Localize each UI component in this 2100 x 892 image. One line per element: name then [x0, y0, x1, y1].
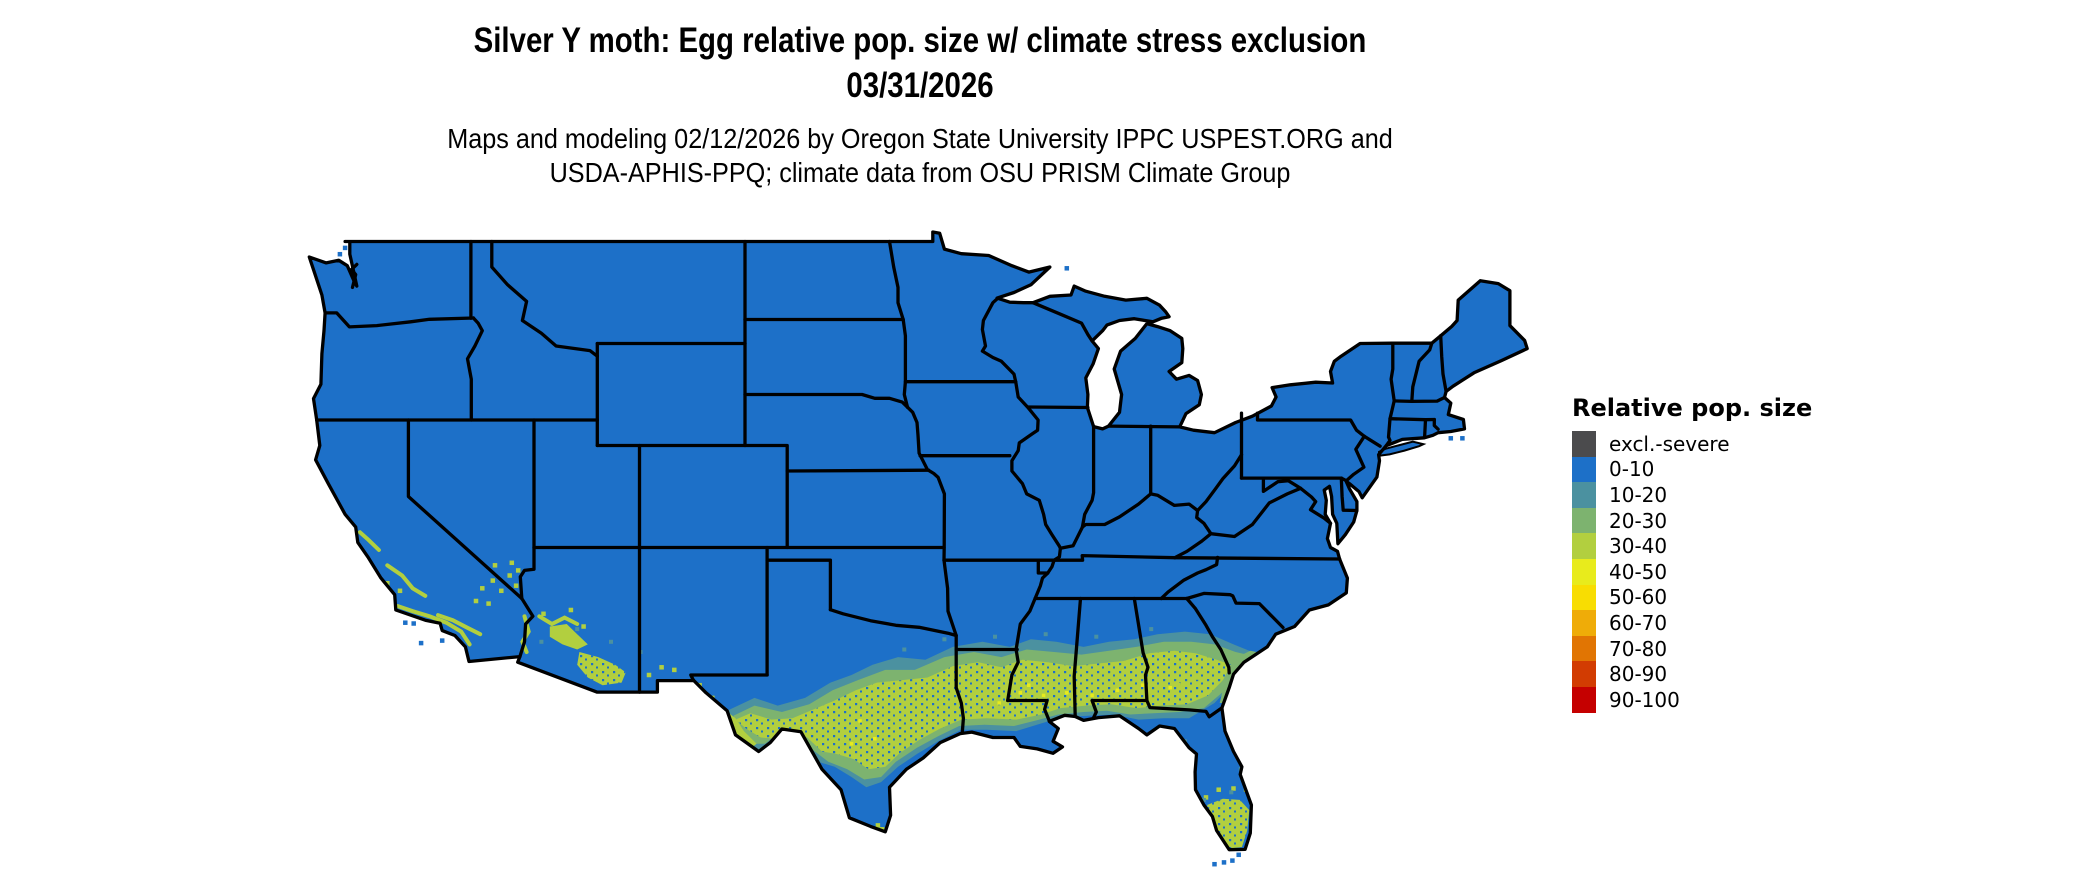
- legend-item: 70-80: [1572, 635, 1812, 662]
- figure-subtitle: Maps and modeling 02/12/2026 by Oregon S…: [371, 122, 1469, 190]
- legend-item: 60-70: [1572, 610, 1812, 636]
- legend-swatch-icon: [1572, 584, 1596, 611]
- legend-swatch-icon: [1572, 610, 1596, 636]
- state-borders: [307, 230, 1529, 852]
- nation-fill: [309, 232, 1528, 850]
- title-line2-date: 03/31/2026: [846, 66, 994, 105]
- legend-label: excl.-severe: [1609, 431, 1730, 456]
- legend-label: 50-60: [1609, 585, 1668, 610]
- legend-swatch-icon: [1572, 558, 1596, 585]
- legend-item: excl.-severe: [1572, 431, 1812, 457]
- legend-item: 40-50: [1572, 558, 1812, 585]
- legend-label: 80-90: [1609, 662, 1668, 687]
- legend-swatch-icon: [1572, 533, 1596, 559]
- legend-title: Relative pop. size: [1572, 394, 1813, 422]
- figure-header: Silver Y moth: Egg relative pop. size w/…: [310, 18, 1530, 190]
- us-map: [307, 230, 1529, 867]
- legend-swatch-icon: [1572, 482, 1596, 508]
- legend-item: 0-10: [1572, 456, 1812, 483]
- raster-overlay: [357, 530, 1259, 849]
- legend-swatch-icon: [1572, 431, 1596, 457]
- legend-label: 40-50: [1609, 559, 1668, 584]
- legend-label: 10-20: [1609, 482, 1668, 507]
- legend-label: 30-40: [1609, 534, 1668, 559]
- legend-swatch-icon: [1572, 661, 1596, 687]
- page-title: Silver Y moth: Egg relative pop. size w/…: [408, 18, 1433, 108]
- legend-swatch-icon: [1572, 686, 1596, 713]
- legend-label: 60-70: [1609, 610, 1668, 635]
- title-line1: Silver Y moth: Egg relative pop. size w/…: [473, 21, 1367, 60]
- legend-swatch-icon: [1572, 635, 1596, 662]
- legend-item: 80-90: [1572, 661, 1812, 687]
- legend-item: 90-100: [1572, 686, 1812, 713]
- legend-item: 30-40: [1572, 533, 1812, 559]
- legend-label: 90-100: [1609, 687, 1680, 712]
- legend-swatch-icon: [1572, 507, 1596, 534]
- legend-item: 50-60: [1572, 584, 1812, 611]
- legend-label: 0-10: [1609, 457, 1655, 482]
- legend-rows: excl.-severe 0-10 10-20 20-30 30-40 40-50 50-6…: [1572, 431, 1812, 713]
- legend-item: 10-20: [1572, 482, 1812, 508]
- subtitle-line1: Maps and modeling 02/12/2026 by Oregon S…: [447, 123, 1393, 154]
- legend-swatch-icon: [1572, 456, 1596, 483]
- subtitle-line2: USDA-APHIS-PPQ; climate data from OSU PR…: [549, 157, 1291, 188]
- legend-label: 20-30: [1609, 508, 1668, 533]
- legend-label: 70-80: [1609, 636, 1668, 661]
- legend: Relative pop. size excl.-severe 0-10 10-20…: [1572, 394, 1812, 713]
- legend-item: 20-30: [1572, 507, 1812, 534]
